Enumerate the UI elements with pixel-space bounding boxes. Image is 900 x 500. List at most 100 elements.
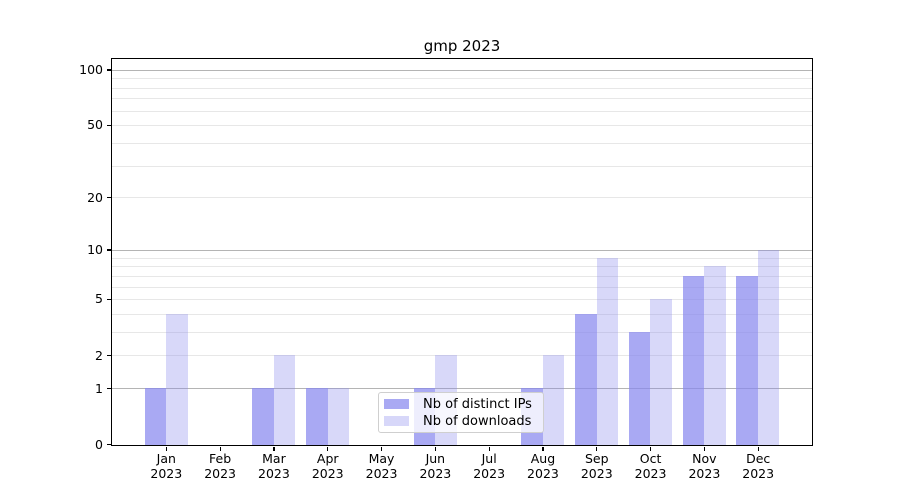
gridline-10 bbox=[112, 249, 812, 251]
y-tick-label-0: 0 bbox=[95, 436, 103, 452]
x-tick-label-may: May 2023 bbox=[354, 451, 410, 481]
x-tick-label-oct: Oct 2023 bbox=[623, 451, 679, 481]
x-tick-label-month: Jun bbox=[425, 451, 446, 466]
legend-label-distinct-ips: Nb of distinct IPs bbox=[423, 396, 532, 412]
y-tick-20 bbox=[106, 196, 112, 199]
bar-downloads-dec bbox=[757, 249, 780, 446]
x-tick-apr bbox=[327, 446, 329, 452]
x-tick-label-month: Apr bbox=[316, 451, 339, 466]
x-tick-mar bbox=[273, 446, 275, 452]
bar-downloads-jan bbox=[166, 313, 188, 446]
bar-distinct-ips-apr bbox=[306, 388, 328, 446]
legend-swatch-downloads bbox=[384, 416, 409, 426]
gridline-20 bbox=[112, 197, 812, 199]
x-tick-label-jun: Jun 2023 bbox=[407, 451, 463, 481]
x-tick-label-apr: Apr 2023 bbox=[300, 451, 356, 481]
gridline-50 bbox=[112, 125, 812, 127]
x-tick-label-nov: Nov 2023 bbox=[676, 451, 732, 481]
bar-downloads-mar bbox=[273, 355, 296, 446]
x-tick-label-month: May bbox=[368, 451, 395, 466]
x-tick-label-year: 2023 bbox=[419, 465, 452, 481]
x-tick-label-year: 2023 bbox=[365, 465, 398, 481]
x-tick-sep bbox=[596, 446, 598, 452]
gridline-100 bbox=[112, 69, 812, 71]
gridline-minor-7 bbox=[112, 275, 812, 277]
y-tick-label-100: 100 bbox=[79, 61, 103, 77]
x-tick-label-month: Nov bbox=[692, 451, 717, 466]
x-tick-label-month: Oct bbox=[639, 451, 662, 466]
y-tick-label-50: 50 bbox=[87, 117, 103, 133]
x-tick-label-year: 2023 bbox=[258, 465, 290, 481]
x-tick-label-mar: Mar 2023 bbox=[246, 451, 302, 481]
x-tick-label-dec: Dec 2023 bbox=[730, 451, 786, 481]
chart-title: gmp 2023 bbox=[423, 37, 501, 55]
y-tick-label-2: 2 bbox=[95, 347, 103, 363]
gridline-minor-8 bbox=[112, 266, 812, 268]
x-tick-label-year: 2023 bbox=[580, 465, 613, 481]
gridline-minor-9 bbox=[112, 257, 812, 259]
x-tick-label-year: 2023 bbox=[688, 465, 721, 481]
x-tick-label-month: Jan bbox=[156, 451, 176, 466]
legend-item-downloads: Nb of downloads bbox=[384, 413, 543, 429]
bar-downloads-aug bbox=[542, 355, 565, 446]
bar-downloads-sep bbox=[596, 257, 619, 446]
legend: Nb of distinct IPs Nb of downloads bbox=[378, 392, 544, 433]
x-tick-label-month: Sep bbox=[584, 451, 609, 466]
y-tick-10 bbox=[106, 249, 112, 251]
plot-area bbox=[111, 57, 813, 447]
x-tick-label-year: 2023 bbox=[311, 465, 344, 481]
x-tick-label-year: 2023 bbox=[473, 465, 506, 481]
x-tick-label-month: Feb bbox=[209, 451, 232, 466]
bar-downloads-nov bbox=[704, 266, 726, 446]
x-tick-label-jul: Jul 2023 bbox=[461, 451, 517, 481]
bar-downloads-apr bbox=[327, 388, 350, 446]
x-tick-label-sep: Sep 2023 bbox=[569, 451, 625, 481]
y-tick-label-20: 20 bbox=[87, 189, 103, 205]
x-tick-may bbox=[380, 446, 383, 452]
gridline-5 bbox=[112, 299, 812, 301]
bar-distinct-ips-sep bbox=[575, 313, 597, 446]
x-tick-label-year: 2023 bbox=[527, 465, 559, 481]
x-tick-feb bbox=[219, 446, 221, 452]
bar-downloads-oct bbox=[650, 299, 672, 446]
bar-distinct-ips-jan bbox=[144, 388, 167, 446]
x-tick-nov bbox=[703, 446, 705, 452]
gridline-minor-60 bbox=[112, 110, 812, 112]
legend-label-downloads: Nb of downloads bbox=[423, 413, 532, 429]
y-tick-1 bbox=[106, 387, 112, 390]
gridline-minor-70 bbox=[112, 98, 812, 100]
legend-swatch-distinct-ips bbox=[384, 399, 409, 409]
gridline-minor-6 bbox=[112, 286, 812, 288]
y-tick-0 bbox=[106, 444, 112, 446]
x-tick-label-month: Aug bbox=[530, 451, 556, 466]
bar-distinct-ips-dec bbox=[736, 275, 758, 446]
y-tick-5 bbox=[106, 298, 112, 300]
y-tick-label-10: 10 bbox=[87, 242, 103, 258]
bar-distinct-ips-mar bbox=[252, 388, 274, 446]
x-tick-label-month: Jul bbox=[481, 451, 497, 466]
x-tick-label-month: Dec bbox=[746, 451, 771, 466]
gridline-minor-80 bbox=[112, 87, 812, 89]
x-tick-jan bbox=[165, 446, 167, 452]
x-tick-jul bbox=[488, 446, 490, 452]
x-tick-dec bbox=[757, 446, 759, 452]
legend-item-distinct-ips: Nb of distinct IPs bbox=[384, 396, 543, 412]
y-tick-50 bbox=[106, 124, 112, 127]
gridline-2 bbox=[112, 355, 812, 357]
bar-distinct-ips-oct bbox=[628, 332, 651, 446]
y-tick-100 bbox=[106, 69, 112, 71]
x-tick-label-month: Mar bbox=[262, 451, 286, 466]
gridline-minor-4 bbox=[112, 313, 812, 315]
x-tick-aug bbox=[542, 446, 544, 452]
y-tick-2 bbox=[106, 354, 112, 357]
y-tick-label-5: 5 bbox=[95, 291, 103, 307]
x-tick-jun bbox=[434, 446, 436, 452]
y-tick-label-1: 1 bbox=[95, 380, 103, 396]
gridline-minor-3 bbox=[112, 332, 812, 333]
x-tick-label-jan: Jan 2023 bbox=[138, 451, 194, 481]
x-tick-label-year: 2023 bbox=[150, 465, 183, 481]
x-tick-oct bbox=[649, 446, 652, 452]
gridline-1 bbox=[112, 388, 812, 390]
x-tick-label-feb: Feb 2023 bbox=[192, 451, 248, 481]
